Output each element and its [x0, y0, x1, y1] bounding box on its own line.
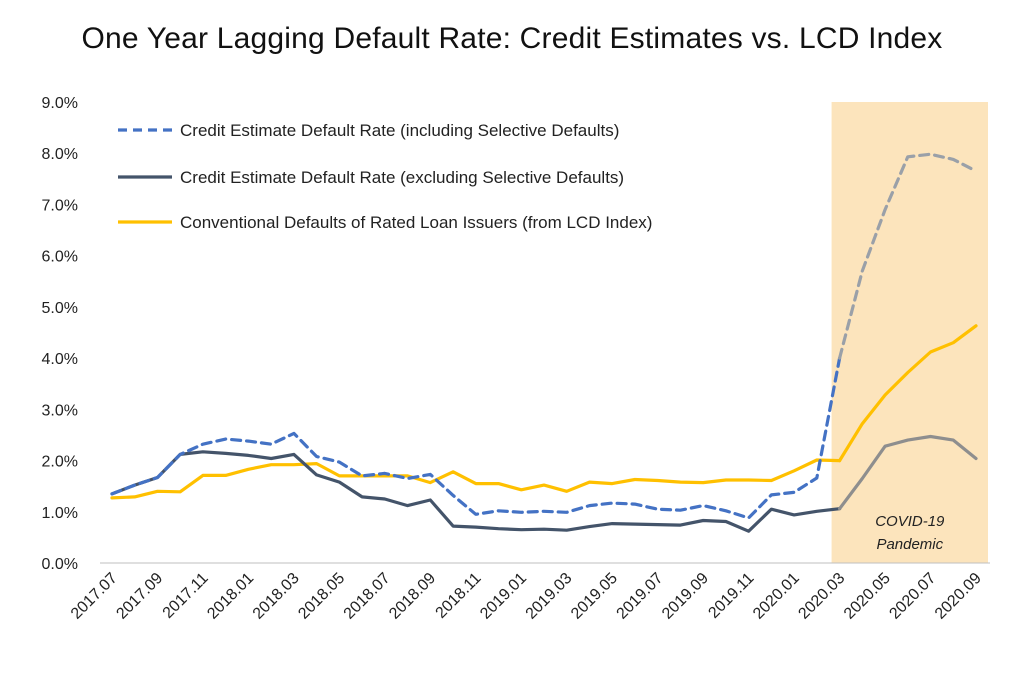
x-tick-label: 2018.09: [386, 570, 439, 623]
y-tick-label: 2.0%: [42, 454, 78, 471]
x-tick-label: 2019.03: [523, 570, 576, 623]
covid-annotation-line2: Pandemic: [876, 536, 943, 553]
x-tick-label: 2017.09: [113, 570, 166, 623]
y-tick-label: 4.0%: [42, 351, 78, 368]
x-tick-label: 2020.07: [886, 570, 939, 623]
x-tick-label: 2019.05: [568, 570, 621, 623]
x-tick-label: 2018.07: [341, 570, 394, 623]
y-tick-label: 6.0%: [42, 249, 78, 266]
x-tick-label: 2018.05: [295, 570, 348, 623]
y-tick-label: 7.0%: [42, 197, 78, 214]
y-tick-label: 1.0%: [42, 505, 78, 522]
x-tick-label: 2017.07: [68, 570, 121, 623]
y-tick-label: 0.0%: [42, 556, 78, 573]
x-tick-label: 2018.11: [433, 570, 485, 622]
x-tick-label: 2018.03: [250, 570, 303, 623]
x-tick-label: 2019.11: [705, 570, 757, 622]
y-tick-label: 3.0%: [42, 402, 78, 419]
x-tick-label: 2020.01: [750, 570, 803, 623]
legend-label-3: Conventional Defaults of Rated Loan Issu…: [180, 213, 652, 232]
series-line-3-highlighted: [837, 324, 978, 463]
series-line-2-highlighted: [837, 434, 978, 511]
legend-label-1: Credit Estimate Default Rate (including …: [180, 121, 619, 140]
series-line-2: [110, 450, 842, 533]
y-tick-label: 9.0%: [42, 95, 78, 112]
covid-annotation-line1: COVID-19: [875, 513, 945, 530]
series-line-1-highlighted: [837, 152, 978, 360]
chart-title: One Year Lagging Default Rate: Credit Es…: [81, 22, 943, 55]
x-tick-label: 2018.01: [204, 570, 257, 623]
legend-label-2: Credit Estimate Default Rate (excluding …: [180, 168, 624, 187]
x-tick-label: 2020.05: [841, 570, 894, 623]
x-tick-label: 2019.09: [659, 570, 712, 623]
x-tick-label: 2020.09: [932, 570, 985, 623]
x-tick-label: 2017.11: [160, 570, 212, 622]
y-tick-label: 8.0%: [42, 146, 78, 163]
x-tick-label: 2019.01: [477, 570, 530, 623]
x-tick-label: 2019.07: [614, 570, 667, 623]
x-tick-label: 2020.03: [795, 570, 848, 623]
series-line-3: [110, 458, 842, 500]
y-tick-label: 5.0%: [42, 300, 78, 317]
series-line-1: [110, 356, 842, 520]
